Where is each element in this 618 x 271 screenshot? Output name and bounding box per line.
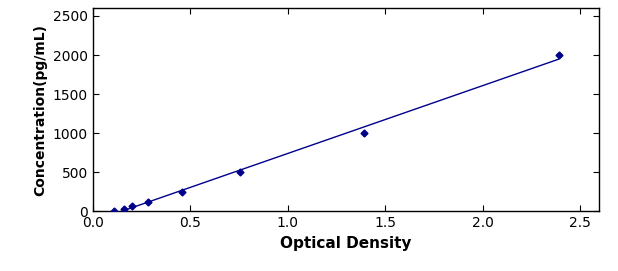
Y-axis label: Concentration(pg/mL): Concentration(pg/mL) (33, 24, 47, 196)
X-axis label: Optical Density: Optical Density (281, 236, 412, 251)
